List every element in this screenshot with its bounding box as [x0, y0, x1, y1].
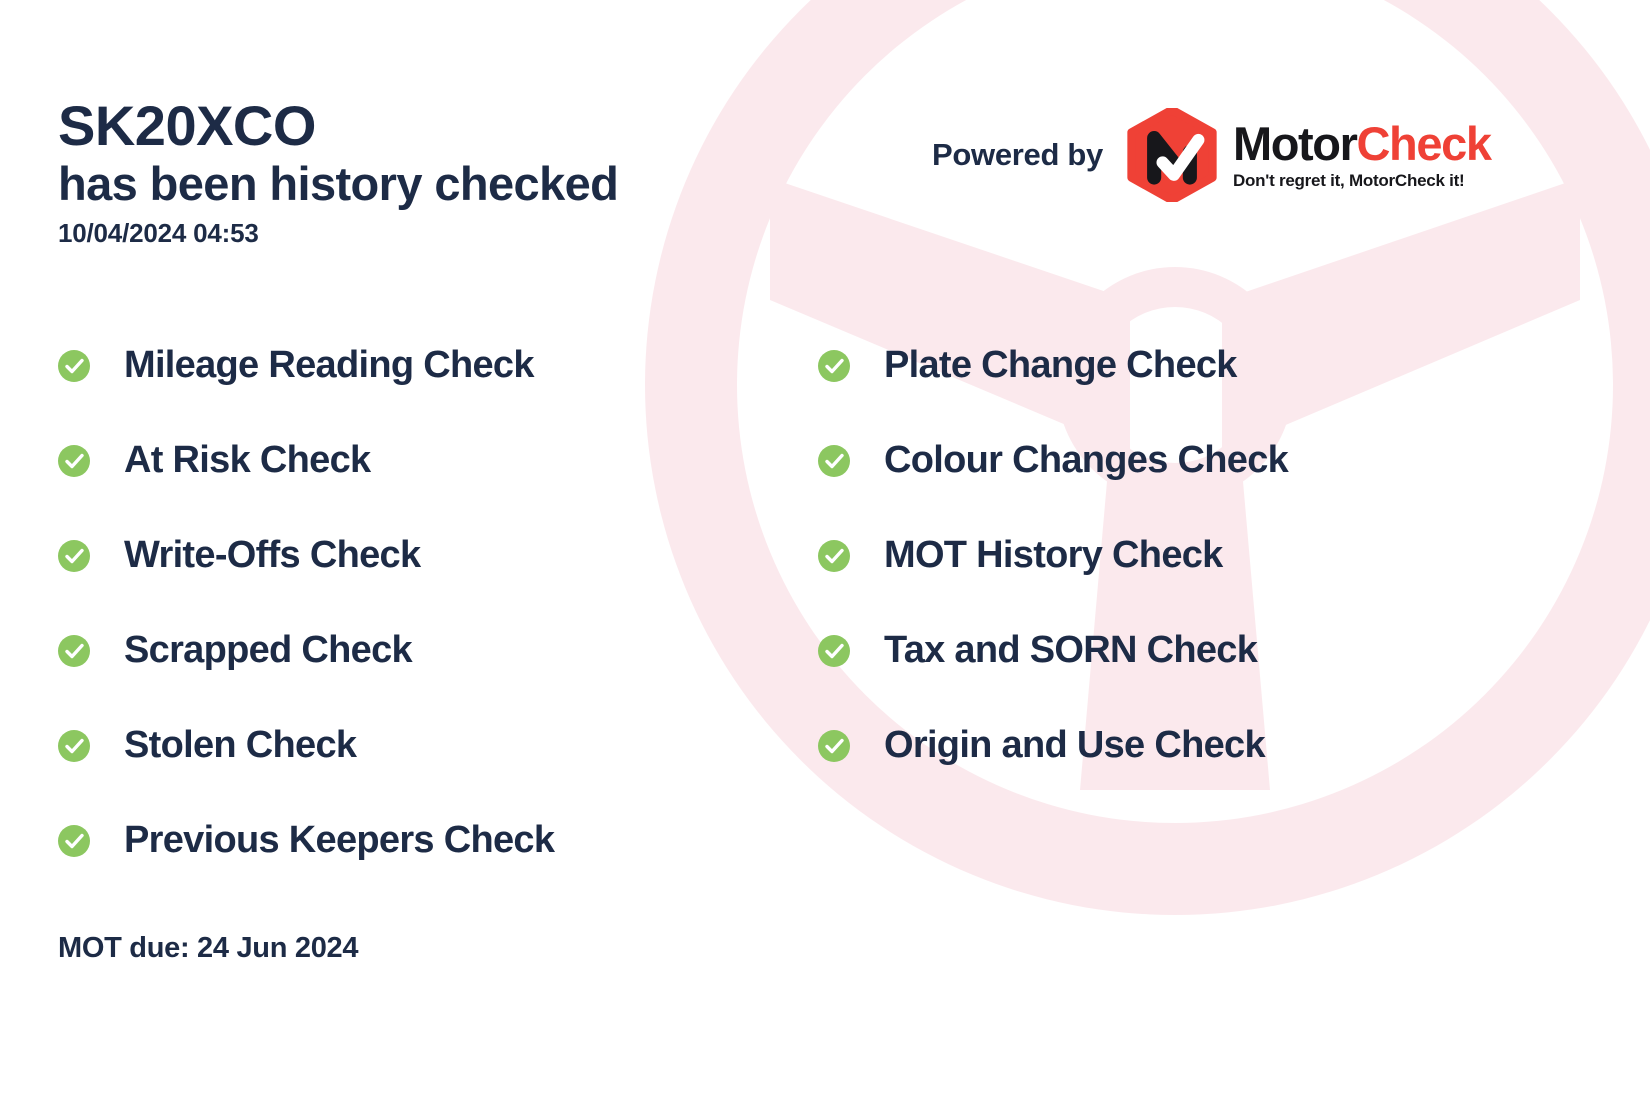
green-check-circle-icon: [58, 444, 90, 477]
check-label: Mileage Reading Check: [124, 344, 534, 386]
green-check-circle-icon: [58, 729, 90, 762]
green-check-circle-icon: [818, 539, 850, 572]
page-title: SK20XCO has been history checked 10/04/2…: [58, 94, 818, 249]
list-item: MOT History Check: [818, 508, 1518, 603]
motorcheck-hexagon-logo-icon: [1127, 108, 1217, 202]
green-check-circle-icon: [58, 634, 90, 667]
check-label: Tax and SORN Check: [884, 629, 1258, 671]
list-item: Stolen Check: [58, 698, 818, 793]
list-item: Mileage Reading Check: [58, 318, 818, 413]
list-item: At Risk Check: [58, 413, 818, 508]
green-check-circle-icon: [818, 444, 850, 477]
green-check-circle-icon: [58, 539, 90, 572]
mot-due-text: MOT due: 24 Jun 2024: [58, 932, 359, 964]
check-timestamp: 10/04/2024 04:53: [58, 217, 259, 248]
checks-columns: Mileage Reading Check At Risk Check Writ…: [58, 318, 1578, 888]
powered-by-block: Powered by MotorCheck Don't regret it, M…: [932, 108, 1492, 202]
checks-left-column: Mileage Reading Check At Risk Check Writ…: [58, 318, 818, 888]
list-item: Previous Keepers Check: [58, 793, 818, 888]
list-item: Tax and SORN Check: [818, 603, 1518, 698]
green-check-circle-icon: [818, 634, 850, 667]
check-label: Scrapped Check: [124, 629, 413, 671]
list-item: Colour Changes Check: [818, 413, 1518, 508]
check-label: Write-Offs Check: [124, 534, 421, 576]
wordmark-motor: Motor: [1233, 116, 1358, 170]
check-label: Colour Changes Check: [884, 439, 1289, 481]
registration-plate-text: SK20XCO: [58, 94, 316, 157]
check-label: Stolen Check: [124, 724, 357, 766]
green-check-circle-icon: [58, 349, 90, 382]
checks-right-column: Plate Change Check Colour Changes Check …: [818, 318, 1518, 888]
green-check-circle-icon: [818, 349, 850, 382]
list-item: Scrapped Check: [58, 603, 818, 698]
list-item: Origin and Use Check: [818, 698, 1518, 793]
check-label: At Risk Check: [124, 439, 371, 481]
green-check-circle-icon: [818, 729, 850, 762]
powered-by-label: Powered by: [932, 137, 1103, 172]
motorcheck-wordmark: MotorCheck: [1233, 116, 1492, 170]
brand-tagline: Don't regret it, MotorCheck it!: [1233, 170, 1465, 190]
green-check-circle-icon: [58, 824, 90, 857]
check-label: Plate Change Check: [884, 344, 1237, 386]
list-item: Plate Change Check: [818, 318, 1518, 413]
list-item: Write-Offs Check: [58, 508, 818, 603]
wordmark-check: Check: [1356, 116, 1492, 170]
motorcheck-logo[interactable]: MotorCheck Don't regret it, MotorCheck i…: [1125, 108, 1492, 202]
status-headline: has been history checked: [58, 157, 619, 211]
check-label: Previous Keepers Check: [124, 819, 555, 861]
check-label: MOT History Check: [884, 534, 1223, 576]
check-label: Origin and Use Check: [884, 724, 1266, 766]
